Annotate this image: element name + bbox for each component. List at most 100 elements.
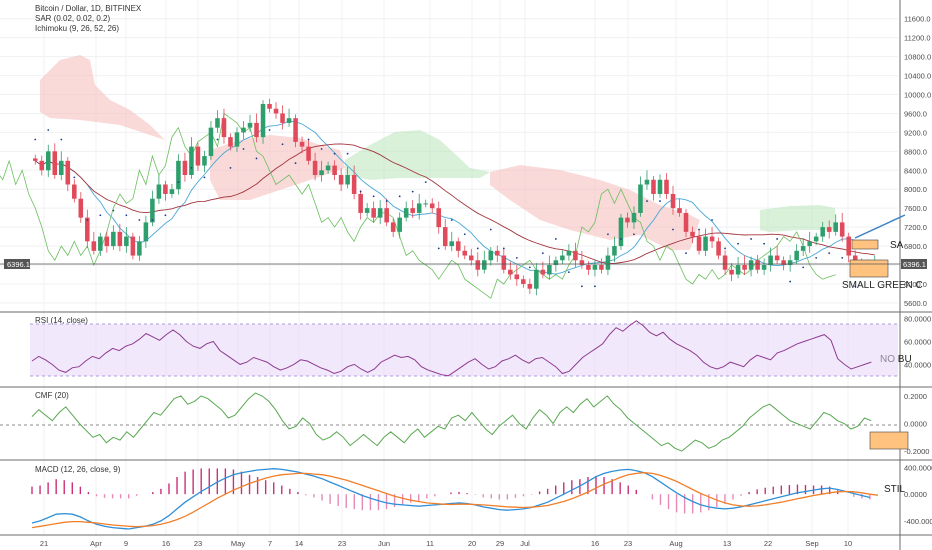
macd-title: MACD (12, 26, close, 9) (35, 465, 121, 474)
candle-body (124, 236, 129, 247)
sar-dot (620, 238, 622, 240)
sar-dot (307, 138, 310, 141)
candle-body (98, 236, 103, 251)
panel-titles: Bitcoin / Dollar, 1D, BITFINEX SAR (0.02… (35, 4, 142, 474)
candle-body (390, 222, 396, 232)
candle-body (495, 250, 500, 256)
chikou-line (0, 112, 836, 299)
x-axis-labels: 21 Apr 9 16 23 May 7 14 23 Jun 11 20 29 Jul 16 23 Aug 13 2… (40, 539, 852, 548)
candle-body (397, 217, 402, 232)
sar-dot (541, 252, 544, 255)
x-tick-label: 16 (591, 539, 599, 548)
ichimoku-cloud-bearish-3 (490, 165, 700, 250)
rsi-band (30, 324, 898, 376)
candle-body (677, 208, 682, 213)
price-y-tick: 9600.0 (904, 109, 927, 118)
candle-body (163, 184, 168, 194)
candle-body (729, 269, 734, 275)
candle-body (403, 208, 409, 218)
sar-dot (229, 167, 232, 169)
candle-body (553, 260, 559, 266)
candle-body (91, 241, 97, 251)
candle-body (722, 255, 728, 270)
tenkan-line (35, 120, 875, 275)
price-y-tick: 11600.0 (904, 15, 931, 24)
price-y-tick: 10800.0 (904, 53, 931, 62)
sar-dot (294, 162, 297, 165)
x-tick-label: Jul (520, 539, 530, 548)
candle-body (449, 241, 455, 247)
x-tick-label: 23 (194, 539, 202, 548)
candle-body (833, 222, 838, 232)
sar-dot (607, 233, 609, 236)
candle-body (573, 250, 578, 261)
candle-body (436, 208, 442, 228)
rsi-line (31, 320, 872, 377)
sar-dot (515, 257, 518, 259)
candle-body (527, 283, 533, 289)
price-y-tick: 8400.0 (904, 166, 927, 175)
x-tick-label: 20 (468, 539, 476, 548)
candle-body (787, 260, 793, 266)
candle-body (332, 165, 337, 176)
candle-body (338, 175, 344, 185)
cmf-y-tick: -0.2000 (904, 447, 929, 456)
candle-body (540, 269, 546, 275)
candle-body (423, 203, 428, 205)
candle-body (267, 103, 272, 109)
cmf-line (31, 392, 872, 452)
candle-body (547, 265, 552, 275)
sar-dot (711, 219, 713, 221)
candle-body (800, 246, 806, 251)
ichimoku-cloud (40, 55, 835, 250)
grid (0, 0, 898, 535)
candle-body (202, 156, 207, 166)
candle-body (631, 212, 637, 223)
x-tick-label: 16 (162, 539, 170, 548)
candle-body (683, 212, 689, 232)
candle-body (690, 231, 695, 237)
candle-body (273, 108, 279, 114)
candle-body (716, 241, 721, 256)
x-tick-label: Jun (378, 539, 390, 548)
candle-body (501, 255, 507, 270)
x-tick-label: Sep (805, 539, 818, 548)
candle-body (286, 118, 292, 123)
price-candles[interactable] (32, 98, 878, 296)
kijun-line (35, 143, 875, 264)
candle-body (377, 208, 383, 218)
sar-dot (190, 167, 193, 169)
annotation-sar: SA (890, 240, 904, 251)
price-y-tick: 6800.0 (904, 242, 927, 251)
candle-body (709, 236, 715, 242)
sar-dot (594, 285, 596, 288)
candle-body (306, 146, 311, 161)
trend-line (854, 214, 906, 239)
price-y-tick: 7600.0 (904, 204, 927, 213)
x-tick-label: 14 (295, 539, 303, 548)
candle-body (176, 160, 181, 190)
sar-dot (60, 138, 63, 141)
candle-body (410, 208, 415, 213)
price-y-tick: 8800.0 (904, 147, 927, 156)
candle-body (150, 198, 155, 223)
macd-line (31, 468, 871, 530)
sar-dot (164, 214, 167, 217)
sar-dot (177, 181, 180, 184)
sar-dot (815, 257, 818, 259)
sar-dot (268, 129, 271, 131)
x-tick-label: 23 (338, 539, 346, 548)
sar-dot (73, 176, 76, 179)
sar-dot (281, 143, 284, 146)
candle-body (807, 241, 812, 247)
candle-body (293, 118, 298, 142)
candle-body (605, 255, 611, 270)
last-price-label-left: 6396.1 (7, 260, 30, 269)
candle-body (508, 269, 513, 275)
last-price-label-right: 6396.1 (903, 260, 926, 269)
sar-dot (489, 228, 492, 231)
candle-body (638, 184, 643, 213)
candle-body (820, 227, 825, 237)
candle-body (521, 279, 526, 284)
